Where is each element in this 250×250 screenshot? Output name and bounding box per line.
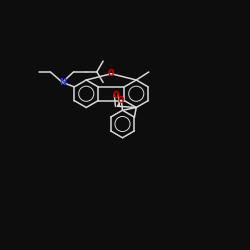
Text: O: O — [118, 96, 124, 105]
Text: N: N — [59, 78, 66, 87]
Text: O: O — [113, 90, 119, 100]
Text: O: O — [108, 69, 114, 78]
